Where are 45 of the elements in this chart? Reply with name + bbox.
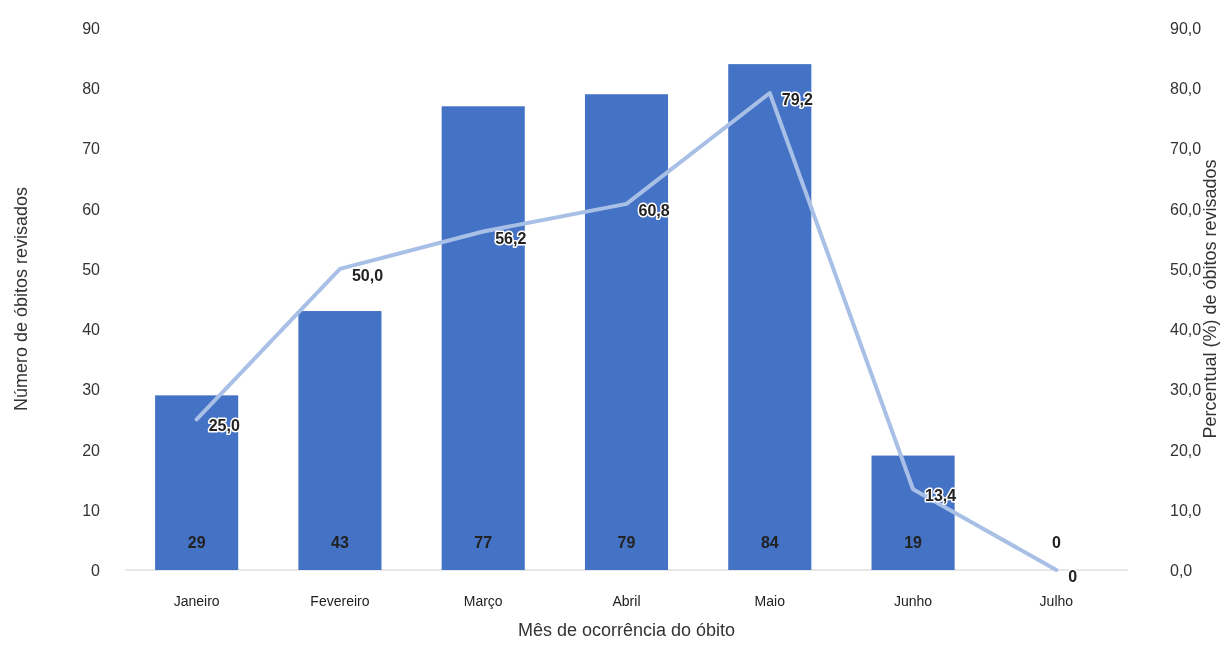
y2-tick-label: 10,0 [1170,501,1202,519]
y2-tick-label: 80,0 [1170,80,1202,98]
y2-axis-title: Percentual (%) de óbitos revisados [1200,159,1220,439]
data-label: 0 [1051,534,1061,551]
data-label: 19 [904,534,923,551]
data-label: 50,0 [351,266,384,284]
data-label: 84 [760,534,779,551]
y2-tick-label: 70,0 [1170,140,1202,158]
bar [441,106,525,570]
x-axis-title: Mês de ocorrência do óbito [517,620,736,640]
y-tick-label: 60 [82,200,101,218]
y-tick-label: 40 [82,321,101,339]
y2-tick-label: 50,0 [1170,260,1202,278]
x-tick-label: Julho [1039,593,1074,609]
y2-tick-label: 90,0 [1170,20,1202,37]
data-label: 43 [331,534,349,551]
x-tick-label: Maio [754,593,786,609]
y-axis-title: Número de óbitos revisados [11,186,31,412]
x-tick-label: Junho [893,593,933,609]
y2-tick-label: 60,0 [1170,200,1202,218]
bar [728,64,812,570]
data-label: 0 [1068,568,1078,585]
y2-tick-label: 20,0 [1170,441,1202,459]
y-tick-label: 10 [82,501,101,519]
x-tick-label: Abril [612,593,641,609]
x-tick-label: Março [463,593,503,609]
data-label: 79 [617,534,636,551]
bar [155,395,239,570]
bar [584,94,669,570]
y2-tick-label: 30,0 [1170,381,1202,399]
y-tick-label: 0 [91,562,101,579]
y-tick-label: 90 [82,20,101,37]
y-tick-label: 50 [82,260,101,278]
y-tick-label: 70 [82,140,101,158]
data-label: 29 [187,534,206,551]
y-tick-label: 20 [82,441,101,459]
bar [298,311,382,570]
data-label: 77 [474,534,493,551]
y-tick-label: 30 [82,381,101,399]
y2-tick-label: 40,0 [1170,321,1202,339]
y2-tick-label: 0,0 [1170,562,1193,579]
y-tick-label: 80 [82,80,101,98]
x-tick-label: Fevereiro [310,593,370,609]
bar [871,455,955,570]
x-tick-label: Janeiro [173,593,220,609]
